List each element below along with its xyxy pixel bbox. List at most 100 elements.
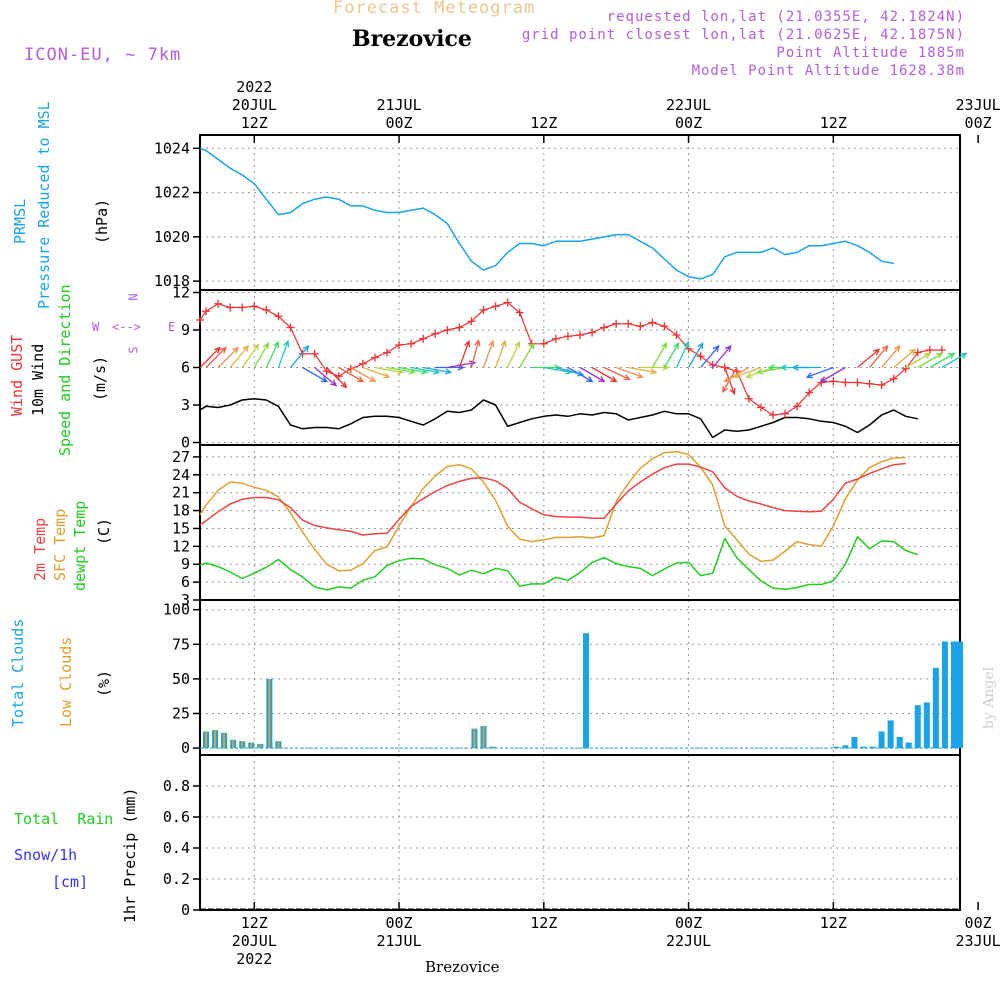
top-time-label: 12Z	[820, 114, 847, 132]
cloud-frame	[199, 599, 961, 756]
wind-dir-arrow	[350, 366, 377, 383]
model-altitude: Model Point Altitude 1628.38m	[691, 63, 965, 79]
wind-ytick-label: 3	[181, 396, 190, 414]
gust-marker	[262, 306, 271, 314]
gust-marker	[419, 334, 428, 343]
low-cloud-bar	[473, 728, 476, 749]
model-label: ICON-EU, ~ 7km	[24, 45, 182, 65]
wind-dir-arrow	[893, 348, 917, 368]
compass-arrows: <-->	[112, 320, 141, 334]
dewpt-line	[199, 536, 919, 591]
gust-marker	[805, 388, 814, 397]
wind-speed-line	[199, 398, 918, 439]
gust-marker	[238, 303, 247, 312]
gust-marker	[539, 339, 548, 348]
gust-marker	[250, 302, 259, 311]
wind-dir-arrow	[805, 366, 834, 379]
bottom-time-label: 00Z	[386, 914, 413, 932]
gust-marker	[877, 381, 886, 389]
low-cloud-bar	[268, 678, 271, 749]
gust-marker	[744, 394, 753, 403]
top-time-label: 00Z	[675, 114, 702, 132]
wind-dir-arrow	[470, 339, 481, 368]
temp-ytick-label: 18	[172, 502, 190, 520]
cloud-ytick-label: 100	[163, 601, 190, 619]
wind-dir-arrow	[857, 348, 881, 368]
pressure-ytick-label: 1020	[154, 228, 190, 246]
wind-ytick-label: 0	[181, 434, 190, 452]
low-cloud-bar	[214, 730, 217, 749]
wind-dir-arrow	[423, 366, 453, 375]
temp-ytick-label: 15	[172, 519, 190, 537]
gust-marker	[214, 299, 223, 308]
gust-marker	[588, 328, 597, 337]
total-cloud-bar	[842, 745, 849, 749]
precip-cm-label: [cm]	[52, 873, 89, 891]
low-cloud-bar	[482, 725, 485, 749]
wind-ytick-label: 12	[172, 284, 190, 302]
gridpoint-coords: grid point closest lon,lat (21.0625E, 42…	[521, 27, 965, 43]
gust-marker	[660, 322, 669, 331]
top-time-label: 00Z	[965, 114, 992, 132]
gust-marker	[515, 308, 524, 317]
bottom-time-label: 21JUL	[376, 932, 421, 950]
wind-dir-arrow	[494, 339, 507, 368]
top-time-label: 12Z	[241, 114, 268, 132]
total-cloud-bar	[583, 633, 590, 749]
temp-ytick-label: 6	[181, 573, 190, 591]
wind-dir-arrow	[338, 366, 365, 383]
gust-marker	[431, 329, 440, 338]
gust-marker	[274, 312, 283, 321]
total-cloud-bar	[851, 737, 858, 749]
gust-marker	[624, 319, 633, 328]
total-cloud-bar	[860, 746, 867, 749]
wind-ytick-label: 9	[181, 321, 190, 339]
bottom-time-label: 00Z	[965, 914, 992, 932]
wind-dir-arrow	[917, 352, 944, 369]
gust-marker	[503, 298, 512, 307]
low-cloud-bar	[491, 746, 494, 749]
low-cloud-bar	[205, 731, 208, 749]
gust-marker	[322, 367, 331, 376]
precip-ytick-label: 0	[181, 901, 190, 919]
gust-marker	[781, 409, 790, 418]
bottom-time-label: 20JUL	[232, 932, 277, 950]
bottom-time-label: 23JUL	[956, 932, 1000, 950]
gust-marker	[395, 341, 404, 349]
wind-dir-arrow	[688, 341, 704, 368]
gust-line	[199, 301, 942, 416]
total-cloud-bar	[887, 720, 894, 749]
wind-dir-arrow	[199, 346, 221, 368]
precip-frame	[199, 754, 961, 911]
top-time-label: 23JUL	[956, 96, 1000, 114]
wind-dir-arrow	[507, 340, 521, 368]
wind-dir-arrow	[640, 364, 670, 371]
gust-marker	[563, 332, 572, 341]
total-cloud-bar	[914, 705, 921, 749]
total-cloud-bar	[941, 641, 948, 749]
gust-marker	[925, 346, 934, 354]
gust-marker	[901, 364, 910, 373]
gust-marker	[382, 348, 391, 357]
wind-dir-arrow	[519, 341, 535, 368]
bottom-time-label: 2022	[236, 950, 272, 968]
temp-ytick-label: 21	[172, 484, 190, 502]
gust-marker	[672, 331, 681, 339]
wind-dir-arrow	[229, 344, 250, 368]
gust-marker	[551, 334, 560, 343]
temp-ytick-label: 24	[172, 466, 190, 484]
wind-dir-arrow	[905, 352, 932, 369]
total-cloud-bar	[923, 702, 930, 749]
gust-marker	[841, 378, 850, 387]
gust-marker	[455, 323, 464, 332]
wind-ytick-label: 6	[181, 359, 190, 377]
wind-dir-arrow	[722, 367, 738, 394]
temp-ytick-label: 3	[181, 591, 190, 609]
wind-dir-arrow	[482, 339, 495, 368]
gust-marker	[756, 403, 765, 412]
gust-marker	[286, 323, 295, 332]
gust-marker	[576, 331, 584, 339]
wind-dir-arrow	[733, 366, 762, 379]
precip-ytick-label: 0.6	[163, 808, 190, 826]
pressure-line	[199, 147, 894, 280]
